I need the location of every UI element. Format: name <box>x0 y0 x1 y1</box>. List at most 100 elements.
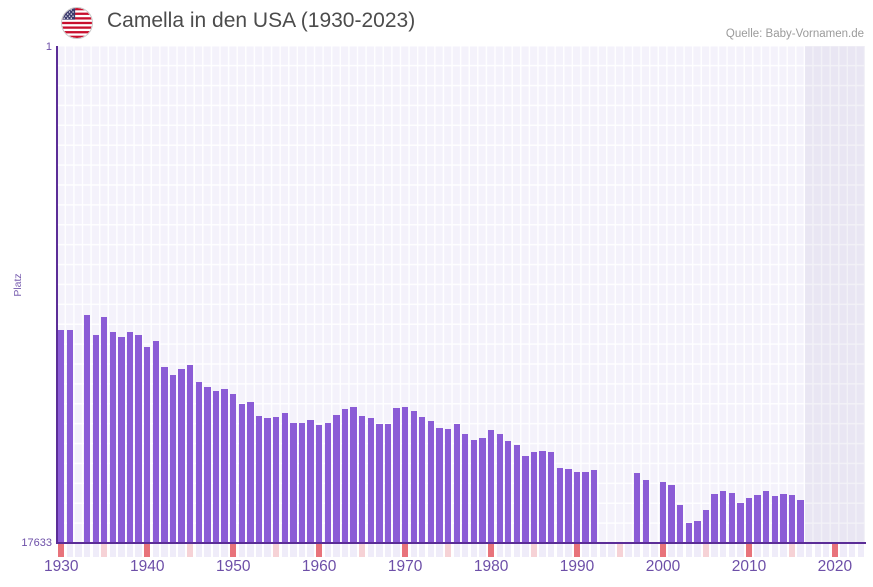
bar[interactable] <box>376 423 383 542</box>
bar[interactable] <box>677 505 684 542</box>
bar[interactable] <box>436 427 443 542</box>
bar[interactable] <box>754 495 761 542</box>
x-tick-blank <box>350 544 357 557</box>
bar[interactable] <box>358 415 366 542</box>
bar[interactable] <box>212 390 220 542</box>
bar[interactable] <box>152 340 160 542</box>
bar[interactable] <box>195 382 202 542</box>
bar[interactable] <box>573 471 581 542</box>
bar[interactable] <box>410 410 417 542</box>
bar[interactable] <box>204 387 211 542</box>
bar[interactable] <box>659 481 667 542</box>
bar[interactable] <box>281 413 288 542</box>
x-tick-blank <box>178 544 185 557</box>
bar[interactable] <box>393 408 400 542</box>
bar[interactable] <box>324 423 331 542</box>
bar[interactable] <box>66 329 74 542</box>
x-tick-blank <box>823 544 830 557</box>
bar[interactable] <box>178 368 185 542</box>
x-tick-blank <box>582 544 589 557</box>
bar[interactable] <box>479 438 486 542</box>
bar[interactable] <box>58 329 65 542</box>
bar[interactable] <box>161 366 168 542</box>
bar[interactable] <box>427 421 435 542</box>
bar[interactable] <box>719 490 727 542</box>
bar[interactable] <box>144 346 151 542</box>
bar[interactable] <box>444 428 452 542</box>
x-tick-blank <box>118 544 125 557</box>
x-tick-blank <box>436 544 443 557</box>
bar[interactable] <box>668 485 675 542</box>
bar[interactable] <box>582 472 589 542</box>
x-tick-blank <box>642 544 649 557</box>
bar[interactable] <box>315 425 323 542</box>
bar[interactable] <box>238 403 245 542</box>
x-tick-blank <box>238 544 245 557</box>
bar[interactable] <box>694 521 701 542</box>
bar[interactable] <box>307 420 314 542</box>
bar[interactable] <box>548 452 555 542</box>
bar[interactable] <box>453 424 460 542</box>
bar[interactable] <box>135 334 142 542</box>
bar[interactable] <box>462 434 469 542</box>
bar[interactable] <box>737 503 744 542</box>
bar[interactable] <box>187 364 194 542</box>
bar[interactable] <box>788 494 796 542</box>
bar[interactable] <box>290 423 297 542</box>
bar[interactable] <box>230 393 237 542</box>
bar[interactable] <box>711 494 718 542</box>
bar[interactable] <box>350 406 357 542</box>
bar[interactable] <box>728 492 735 542</box>
bar[interactable] <box>634 473 641 542</box>
x-tick-blank <box>677 544 684 557</box>
bar[interactable] <box>522 456 529 542</box>
bar[interactable] <box>762 491 770 542</box>
bar[interactable] <box>702 509 710 542</box>
bar[interactable] <box>565 469 572 542</box>
bar[interactable] <box>487 430 495 542</box>
bar[interactable] <box>505 440 512 542</box>
bar[interactable] <box>496 434 503 542</box>
x-tick-blank <box>307 544 314 557</box>
x-tick-major <box>144 544 151 557</box>
bar[interactable] <box>126 332 134 542</box>
bar[interactable] <box>745 497 753 542</box>
source-attribution: Quelle: Baby-Vornamen.de <box>725 28 864 40</box>
x-tick-blank <box>341 544 349 557</box>
bar[interactable] <box>513 445 521 542</box>
bar[interactable] <box>539 450 546 542</box>
bar[interactable] <box>367 417 374 542</box>
bar[interactable] <box>273 416 280 542</box>
x-axis-label: 1960 <box>301 558 337 575</box>
bar[interactable] <box>780 493 787 542</box>
bar[interactable] <box>591 470 598 542</box>
bar[interactable] <box>92 334 99 542</box>
bar[interactable] <box>797 499 804 542</box>
bar[interactable] <box>298 422 306 542</box>
bar[interactable] <box>384 423 392 542</box>
bar[interactable] <box>333 415 340 542</box>
bar[interactable] <box>101 317 108 542</box>
bar[interactable] <box>118 336 125 542</box>
x-axis-label: 1940 <box>130 558 165 575</box>
x-tick-blank <box>737 544 744 557</box>
bar[interactable] <box>264 417 271 542</box>
bar[interactable] <box>401 406 409 542</box>
x-tick-blank <box>728 544 735 557</box>
bar[interactable] <box>771 495 778 542</box>
bar[interactable] <box>530 451 538 542</box>
bar[interactable] <box>419 417 426 542</box>
bar[interactable] <box>255 415 263 542</box>
x-tick-blank <box>161 544 168 557</box>
bar[interactable] <box>83 314 91 542</box>
bar[interactable] <box>642 479 649 542</box>
x-tick-blank <box>805 544 813 557</box>
bar[interactable] <box>556 467 564 542</box>
bar[interactable] <box>247 401 254 542</box>
bar[interactable] <box>109 332 117 542</box>
bar[interactable] <box>169 375 177 542</box>
bar[interactable] <box>685 522 692 542</box>
bar[interactable] <box>341 408 349 542</box>
bar[interactable] <box>221 388 228 542</box>
bar[interactable] <box>470 439 478 542</box>
